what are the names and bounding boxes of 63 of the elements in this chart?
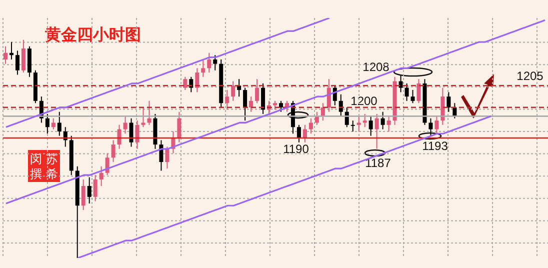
candlestick [440, 87, 445, 126]
candlestick [428, 118, 433, 136]
candlestick [386, 116, 391, 132]
candlestick [255, 78, 260, 104]
candlestick [416, 78, 421, 104]
candlestick [261, 82, 266, 114]
candlestick [446, 92, 451, 112]
candlestick [141, 106, 146, 128]
candlestick [249, 96, 254, 112]
annotation: 1193 [422, 139, 448, 153]
candlestick [123, 116, 128, 134]
annotation: 1200 [350, 94, 378, 108]
candlestick [231, 80, 236, 102]
candlestick [326, 78, 331, 112]
candlestick [111, 140, 116, 162]
candlestick [356, 116, 361, 132]
chart-title: 黄金四小时图 [44, 26, 141, 44]
candlestick [9, 42, 14, 60]
candlestick [21, 39, 26, 74]
candlestick [57, 111, 62, 136]
candlestick [81, 178, 86, 210]
candlestick [207, 52, 212, 74]
candlestick [380, 111, 385, 130]
annotation: 1208 [362, 60, 390, 74]
candlestick [368, 116, 373, 136]
candlestick [243, 87, 248, 122]
candlestick [308, 118, 313, 134]
candlestick [201, 58, 206, 78]
candlestick [99, 166, 104, 186]
candlestick [362, 114, 367, 128]
candlestick [87, 176, 92, 204]
candlestick [51, 118, 56, 130]
candlestick [225, 90, 230, 110]
candlestick [45, 114, 50, 134]
candlestick [213, 54, 218, 71]
candlestick [189, 76, 194, 93]
candlestick [434, 116, 439, 134]
candlestick [147, 100, 152, 126]
candlestick [302, 124, 307, 143]
annotation: 1205 [516, 69, 544, 83]
candlestick [278, 100, 283, 112]
candlestick [350, 120, 355, 132]
candlestick [93, 174, 98, 202]
candlestick [338, 94, 343, 117]
candlestick [183, 76, 188, 90]
candlestick [177, 111, 182, 143]
candlestick [27, 46, 32, 78]
candlestick [165, 146, 170, 170]
annotation: 1190 [283, 142, 310, 156]
candlestick [195, 68, 200, 93]
candlestick [296, 124, 301, 143]
candlestick [117, 124, 122, 150]
candlestick [398, 74, 403, 93]
candlestick [105, 152, 110, 176]
candlestick [135, 120, 140, 150]
annotation: 1187 [365, 156, 392, 170]
candlestick [15, 50, 20, 76]
candlestick [159, 140, 164, 172]
candlestick [374, 114, 379, 150]
candlestick [410, 90, 415, 104]
candlestick [4, 46, 8, 64]
candlestick [404, 82, 409, 102]
candlestick [129, 118, 134, 148]
